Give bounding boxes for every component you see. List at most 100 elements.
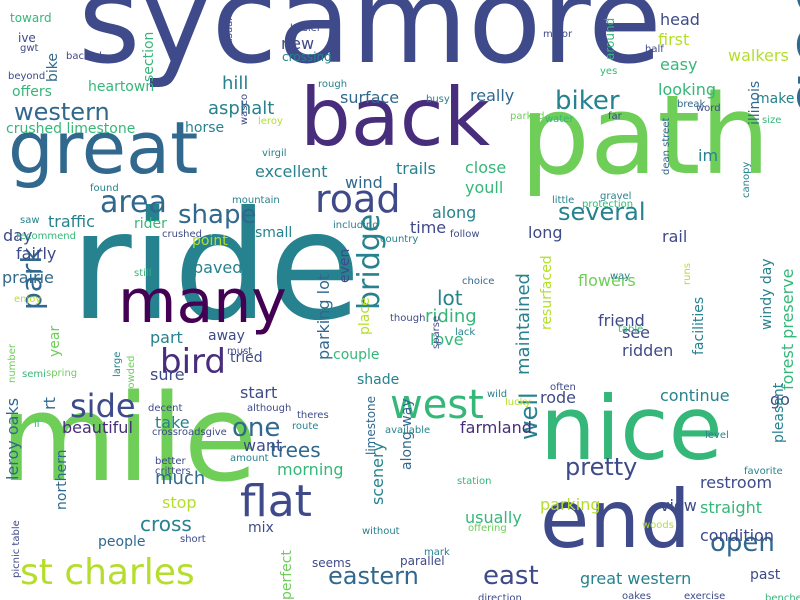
word-around: around: [603, 17, 617, 60]
word-flowers: flowers: [578, 271, 636, 290]
word-cross: cross: [140, 512, 192, 536]
word-eastern: eastern: [328, 562, 419, 590]
word-without: without: [362, 526, 400, 537]
word-people: people: [98, 534, 146, 550]
word-area: area: [100, 185, 167, 220]
word-saw: saw: [20, 215, 40, 226]
word-really: really: [470, 86, 515, 105]
word-paved: paved: [193, 258, 243, 277]
word-western: western: [14, 98, 110, 126]
word-year: year: [47, 325, 63, 357]
word-love: love: [430, 330, 464, 349]
word-rough: rough: [318, 79, 348, 90]
word-mark: mark: [424, 547, 450, 558]
word-half: half: [645, 44, 664, 55]
word-walkers: walkers: [728, 46, 789, 65]
word-trees: trees: [270, 438, 321, 462]
word-available: available: [385, 425, 431, 436]
word-spring: spring: [46, 368, 78, 379]
word-dean-street: dean street: [661, 117, 672, 175]
word-maintained: maintained: [513, 273, 534, 375]
word-away: away: [208, 328, 245, 344]
word-parked: parked: [510, 111, 545, 122]
word-mile: mile: [0, 370, 258, 509]
word-amount: amount: [230, 453, 269, 464]
word-open: open: [710, 528, 775, 558]
word-mountain: mountain: [232, 195, 280, 206]
word-hill: hill: [222, 73, 249, 94]
word-riding: riding: [425, 306, 477, 327]
word-part: part: [150, 328, 183, 347]
word-road: road: [315, 177, 401, 221]
word-leroy-oaks: leroy oaks: [3, 397, 22, 480]
word-limestone: limestone: [364, 395, 378, 455]
word-country: country: [380, 234, 419, 245]
word-resurfaced: resurfaced: [539, 255, 555, 330]
word-leroy: leroy: [258, 116, 283, 127]
word-restroom: restroom: [700, 473, 773, 492]
word-tried: tried: [230, 350, 263, 366]
word-place: place: [357, 297, 373, 335]
word-wild: wild: [487, 389, 508, 400]
word-virgil: virgil: [262, 148, 287, 159]
word-crowded: crowded: [126, 355, 137, 398]
word-facilities: facilities: [691, 296, 707, 355]
word-start: start: [240, 383, 278, 402]
word-rode: rode: [540, 388, 577, 407]
word-although: although: [247, 403, 292, 414]
word-go: go: [770, 390, 790, 409]
word-parking-lot: parking lot: [314, 273, 333, 360]
word-large: large: [112, 351, 123, 377]
word-perfect: perfect: [279, 550, 295, 600]
word-busy: busy: [426, 94, 450, 105]
word-station: station: [457, 476, 492, 487]
word-path: path: [520, 71, 771, 199]
word-benches: benches: [765, 593, 800, 600]
word-straight: straight: [700, 498, 763, 517]
word-ridden: ridden: [622, 341, 674, 360]
word-route: route: [292, 421, 319, 432]
word-time: time: [410, 218, 447, 237]
word-critters: critters: [155, 466, 191, 477]
word-great-western: great western: [580, 569, 692, 588]
word-along: along: [432, 203, 477, 222]
word-oakes: oakes: [622, 591, 652, 600]
word-take: take: [155, 413, 190, 432]
word-runs: runs: [682, 263, 693, 285]
word-protection: protection: [582, 199, 634, 210]
word-east: east: [483, 561, 539, 591]
word-number: number: [7, 343, 18, 383]
word-offers: offers: [12, 84, 52, 100]
word-must: must: [227, 346, 253, 357]
word-past: past: [750, 567, 781, 583]
word-decent: decent: [148, 403, 183, 414]
word-youll: youll: [465, 178, 504, 197]
word-parking: parking: [540, 495, 601, 514]
word-illinois: illinois: [747, 80, 763, 125]
word-still: still: [134, 268, 152, 279]
word-fairly: fairly: [16, 244, 57, 263]
word-crushed: crushed: [162, 229, 202, 240]
word-several: several: [558, 198, 646, 226]
word-woods: woods: [642, 520, 674, 531]
word-gwt: gwt: [20, 43, 39, 54]
word-heartown: heartown: [88, 79, 155, 95]
word-often: often: [550, 382, 576, 393]
word-horse: horse: [185, 120, 225, 136]
word-seems: seems: [312, 556, 351, 570]
word-little: little: [552, 195, 575, 206]
word-st-charles: st charles: [20, 552, 195, 593]
word-level: level: [705, 430, 729, 441]
word-view: view: [660, 496, 697, 515]
word-bike: bike: [45, 53, 61, 82]
word-want: want: [243, 436, 283, 455]
word-see: see: [622, 323, 651, 342]
word-including: including: [333, 220, 379, 231]
word-couple: couple: [333, 347, 380, 363]
word-northern: northern: [54, 449, 70, 510]
word-im: im: [698, 146, 719, 165]
word-exercise: exercise: [684, 591, 726, 600]
word-crossing: crossing: [282, 50, 332, 64]
word-though: though: [390, 313, 426, 324]
